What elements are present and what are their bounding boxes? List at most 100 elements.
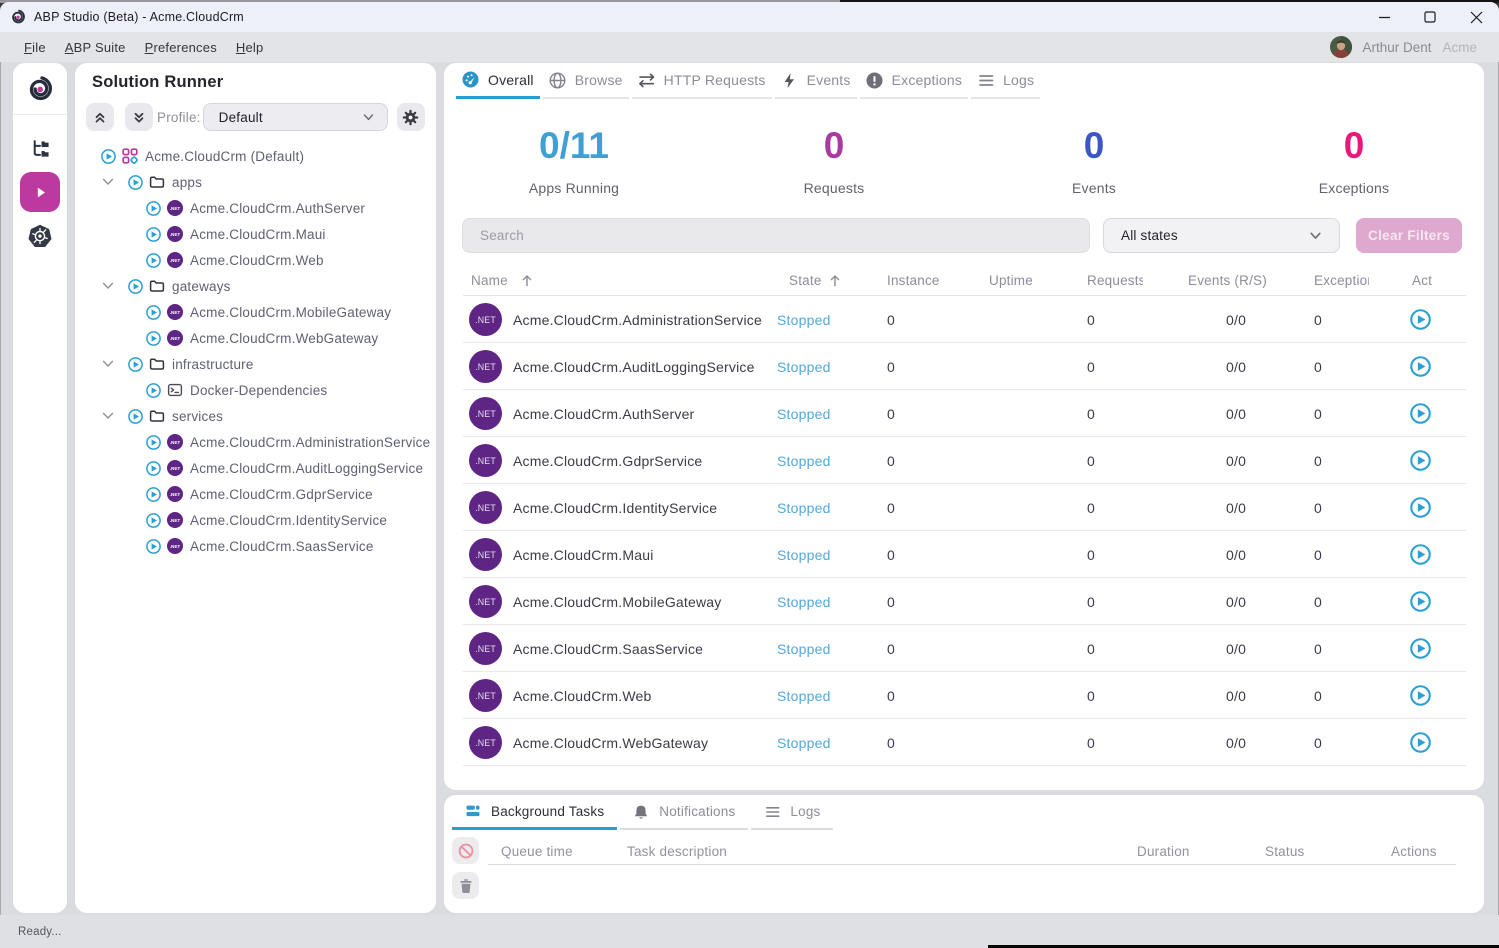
play-circle-icon[interactable] — [128, 174, 143, 190]
start-app-button[interactable] — [1410, 638, 1431, 659]
tab[interactable]: HTTP Requests — [631, 63, 772, 99]
expand-all-button[interactable] — [125, 103, 153, 131]
start-app-button[interactable] — [1410, 450, 1431, 471]
tab[interactable]: Events — [774, 63, 857, 99]
column-header-state[interactable]: State — [777, 273, 887, 288]
tree-item[interactable]: .NET Acme.CloudCrm.AuditLoggingService — [75, 455, 436, 481]
tree-item[interactable]: services — [75, 403, 436, 429]
menu-item[interactable]: Help — [235, 39, 264, 55]
play-circle-icon[interactable] — [146, 434, 161, 450]
column-header-requests[interactable]: Requests — [1087, 273, 1143, 288]
app-row[interactable]: .NET Acme.CloudCrm.IdentityService Stopp… — [444, 484, 1484, 531]
chevron-down-icon[interactable] — [102, 176, 114, 188]
menu-item[interactable]: ABP Suite — [64, 39, 126, 55]
play-circle-icon[interactable] — [146, 200, 161, 216]
state-filter-select[interactable]: All states — [1103, 218, 1340, 253]
start-app-button[interactable] — [1410, 309, 1431, 330]
column-header-exceptions[interactable]: Exceptions — [1314, 273, 1369, 288]
minimize-button[interactable] — [1361, 2, 1407, 32]
tab[interactable]: Background Tasks — [452, 795, 618, 830]
tree-item[interactable]: Docker-Dependencies — [75, 377, 436, 403]
search-input[interactable] — [480, 228, 1089, 243]
tree-item[interactable]: .NET Acme.CloudCrm.SaasService — [75, 533, 436, 559]
start-app-button[interactable] — [1410, 732, 1431, 753]
cancel-tasks-button[interactable] — [452, 837, 479, 864]
user-area[interactable]: Arthur Dent Acme — [1330, 36, 1477, 58]
svg-text:.NET: .NET — [170, 336, 181, 341]
tab[interactable]: Exceptions — [859, 63, 969, 99]
app-row[interactable]: .NET Acme.CloudCrm.AuditLoggingService S… — [444, 343, 1484, 390]
column-header-uptime[interactable]: Uptime — [989, 273, 1033, 288]
app-row[interactable]: .NET Acme.CloudCrm.Web Stopped 0 0 0/0 0 — [444, 672, 1484, 719]
app-row[interactable]: .NET Acme.CloudCrm.Maui Stopped 0 0 0/0 … — [444, 531, 1484, 578]
clear-filters-button[interactable]: Clear Filters — [1356, 218, 1462, 253]
column-header-name[interactable]: Name — [444, 273, 777, 288]
app-row[interactable]: .NET Acme.CloudCrm.SaasService Stopped 0… — [444, 625, 1484, 672]
kubernetes-rail-button[interactable] — [26, 222, 54, 250]
app-row[interactable]: .NET Acme.CloudCrm.WebGateway Stopped 0 … — [444, 719, 1484, 766]
play-circle-icon[interactable] — [146, 538, 161, 554]
play-circle-icon[interactable] — [146, 226, 161, 242]
tree-item[interactable]: infrastructure — [75, 351, 436, 377]
tree-item[interactable]: Acme.CloudCrm (Default) — [75, 143, 436, 169]
tasks-table: Queue time Task description Duration Sta… — [488, 830, 1456, 899]
start-app-button[interactable] — [1410, 403, 1431, 424]
play-circle-icon[interactable] — [146, 460, 161, 476]
tab[interactable]: Logs — [751, 795, 834, 830]
play-circle-icon[interactable] — [146, 252, 161, 268]
play-circle-icon[interactable] — [146, 330, 161, 346]
play-circle-icon[interactable] — [128, 408, 143, 424]
terminal-icon — [167, 383, 183, 397]
tree-item[interactable]: .NET Acme.CloudCrm.IdentityService — [75, 507, 436, 533]
play-circle-icon[interactable] — [146, 382, 161, 398]
tab[interactable]: Overall — [456, 63, 540, 99]
app-actions-cell — [1409, 544, 1484, 565]
tab[interactable]: Notifications — [620, 795, 749, 830]
profile-select[interactable]: Default — [202, 103, 388, 131]
chevron-down-icon[interactable] — [102, 358, 114, 370]
column-header-actions[interactable]: Act — [1412, 273, 1433, 288]
tab[interactable]: Logs — [971, 63, 1041, 99]
solution-explorer-rail-button[interactable] — [27, 135, 53, 161]
solution-runner-rail-button[interactable] — [20, 172, 60, 212]
chevron-down-icon[interactable] — [102, 410, 114, 422]
maximize-button[interactable] — [1407, 2, 1453, 32]
tree-item[interactable]: .NET Acme.CloudCrm.AuthServer — [75, 195, 436, 221]
play-circle-icon[interactable] — [128, 356, 143, 372]
start-app-button[interactable] — [1410, 497, 1431, 518]
start-app-button[interactable] — [1410, 591, 1431, 612]
tree-item[interactable]: .NET Acme.CloudCrm.Web — [75, 247, 436, 273]
close-button[interactable] — [1453, 2, 1499, 32]
play-circle-icon[interactable] — [146, 486, 161, 502]
tab[interactable]: Browse — [542, 63, 629, 99]
tree-item[interactable]: gateways — [75, 273, 436, 299]
menu-item[interactable]: Preferences — [144, 39, 217, 55]
column-header-events[interactable]: Events (R/S) — [1188, 273, 1267, 288]
tree-item[interactable]: .NET Acme.CloudCrm.AdministrationService — [75, 429, 436, 455]
app-row[interactable]: .NET Acme.CloudCrm.AuthServer Stopped 0 … — [444, 390, 1484, 437]
menu-item[interactable]: File — [24, 39, 46, 55]
app-row[interactable]: .NET Acme.CloudCrm.MobileGateway Stopped… — [444, 578, 1484, 625]
start-app-button[interactable] — [1410, 356, 1431, 377]
chevron-down-icon[interactable] — [102, 280, 114, 292]
play-circle-icon[interactable] — [146, 304, 161, 320]
column-header-instance[interactable]: Instance — [887, 273, 940, 288]
tree-item-label: Acme.CloudCrm.AdministrationService — [190, 434, 431, 450]
clear-tasks-button[interactable] — [452, 872, 479, 899]
tree-item[interactable]: .NET Acme.CloudCrm.WebGateway — [75, 325, 436, 351]
play-circle-icon[interactable] — [128, 278, 143, 294]
runner-settings-button[interactable] — [396, 103, 425, 131]
play-circle-icon[interactable] — [146, 512, 161, 528]
start-app-button[interactable] — [1410, 685, 1431, 706]
tree-item[interactable]: .NET Acme.CloudCrm.MobileGateway — [75, 299, 436, 325]
collapse-all-button[interactable] — [86, 103, 114, 131]
tree-item[interactable]: .NET Acme.CloudCrm.Maui — [75, 221, 436, 247]
app-requests: 0 — [1087, 734, 1095, 751]
tree-item[interactable]: .NET Acme.CloudCrm.GdprService — [75, 481, 436, 507]
app-name-cell: .NET Acme.CloudCrm.IdentityService — [444, 491, 777, 524]
tree-item[interactable]: apps — [75, 169, 436, 195]
app-row[interactable]: .NET Acme.CloudCrm.GdprService Stopped 0… — [444, 437, 1484, 484]
start-app-button[interactable] — [1410, 544, 1431, 565]
play-circle-icon[interactable] — [101, 148, 116, 164]
app-row[interactable]: .NET Acme.CloudCrm.AdministrationService… — [444, 296, 1484, 343]
